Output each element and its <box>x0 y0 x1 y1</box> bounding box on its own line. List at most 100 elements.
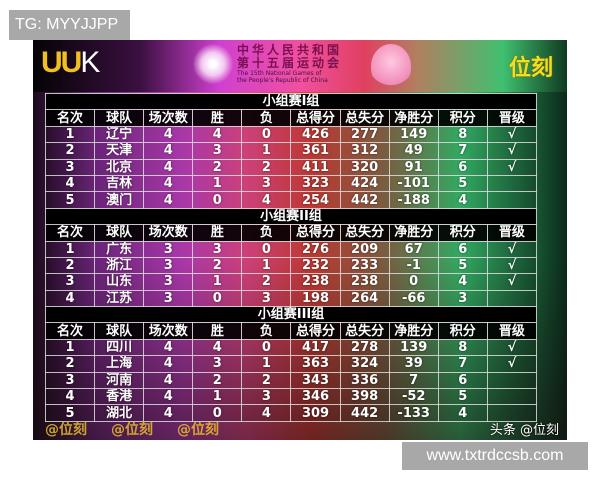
column-header: 积分 <box>437 109 488 127</box>
table-cell: -52 <box>388 388 439 406</box>
table-row: 1 四川 4 4 0 417 278 139 8 √ <box>44 338 538 357</box>
uuk-logo: UUK <box>41 46 100 79</box>
group-title-row: 小组赛II组 <box>45 207 537 226</box>
table-cell: -188 <box>388 191 439 209</box>
column-header: 球队 <box>94 224 145 242</box>
tg-watermark-label: TG: MYYJJPP <box>9 10 130 40</box>
column-header: 总得分 <box>290 109 341 127</box>
table-cell: 澳门 <box>94 191 145 209</box>
table-cell: -101 <box>388 174 439 193</box>
table-cell: 4 <box>437 273 488 291</box>
games-cn-line1: 中华人民共和国 <box>237 43 343 57</box>
table-cell <box>486 191 538 209</box>
table-cell: 辽宁 <box>94 125 145 144</box>
table-cell: 3 <box>143 256 194 275</box>
table-cell: 3 <box>241 289 292 308</box>
table-cell: 4 <box>241 191 292 209</box>
column-header: 胜 <box>192 224 243 242</box>
table-cell: 4 <box>143 125 194 144</box>
table-row: 4 香港 4 1 3 346 398 -52 5 <box>44 388 538 406</box>
column-header: 胜 <box>192 109 243 127</box>
column-header: 总失分 <box>339 224 390 242</box>
national-games-emblem-icon <box>193 44 233 88</box>
bottom-strip: @位刻 @位刻 @位刻 头条 @位刻 <box>45 422 559 439</box>
column-header: 胜 <box>192 322 243 340</box>
games-en-line1: The 15th National Games of <box>237 70 322 77</box>
games-en-line2: the People's Republic of China <box>237 77 328 84</box>
table-cell: 4 <box>44 174 96 193</box>
table-row: 3 北京 4 2 2 411 320 91 6 √ <box>44 158 538 176</box>
table-cell: 139 <box>388 338 439 357</box>
table-cell: √ <box>486 125 538 144</box>
table-cell: √ <box>486 142 538 160</box>
table-cell: 264 <box>339 289 390 308</box>
table-cell: 4 <box>143 388 194 406</box>
column-header: 名次 <box>44 322 96 340</box>
watermark: @位刻 <box>111 422 153 438</box>
table-row: 1 广东 3 3 0 276 209 67 6 √ <box>44 240 538 258</box>
table-cell: 6 <box>437 240 488 258</box>
table-cell: 2 <box>241 273 292 291</box>
group-title: 小组赛I组 <box>45 92 537 111</box>
header-row: 名次 球队 场次数胜负总得分 总失分 净胜分 积分 晋级 <box>44 109 538 127</box>
table-cell: 浙江 <box>94 256 145 275</box>
table-cell: 四川 <box>94 338 145 357</box>
table-cell: 324 <box>339 355 390 373</box>
column-header: 净胜分 <box>388 109 439 127</box>
table-cell: 238 <box>290 273 341 291</box>
table-cell: 1 <box>241 355 292 373</box>
column-header: 名次 <box>44 224 96 242</box>
table-cell: 1 <box>192 388 243 406</box>
table-cell: 8 <box>437 338 488 357</box>
table-cell: 0 <box>192 289 243 308</box>
table-cell: 4 <box>44 388 96 406</box>
table-cell: 361 <box>290 142 341 160</box>
table-cell: 广东 <box>94 240 145 258</box>
table-cell: 278 <box>339 338 390 357</box>
table-cell: 0 <box>192 191 243 209</box>
table-row: 5 澳门 4 0 4 254 442 -188 4 <box>44 191 538 209</box>
table-row: 3 河南 4 2 2 343 336 7 6 <box>44 371 538 390</box>
table-cell: 4 <box>437 404 488 422</box>
table-cell: 3 <box>44 273 96 291</box>
table-cell: 3 <box>44 158 96 176</box>
table-cell: 3 <box>192 355 243 373</box>
table-cell: 7 <box>388 371 439 390</box>
table-cell: -66 <box>388 289 439 308</box>
table-cell: 238 <box>339 273 390 291</box>
column-header: 总失分 <box>339 109 390 127</box>
mascot-icon <box>371 44 411 88</box>
table-row: 4 江苏 3 0 3 198 264 -66 3 <box>44 289 538 308</box>
table-cell: 4 <box>437 191 488 209</box>
table-cell: 0 <box>241 125 292 144</box>
table-cell: 江苏 <box>94 289 145 308</box>
table-cell: 湖北 <box>94 404 145 422</box>
table-cell: 4 <box>143 191 194 209</box>
table-cell: 2 <box>192 371 243 390</box>
table-cell: 2 <box>241 158 292 176</box>
table-cell: 2 <box>192 256 243 275</box>
table-cell: 5 <box>44 404 96 422</box>
table-cell: 442 <box>339 404 390 422</box>
table-cell: 398 <box>339 388 390 406</box>
table-cell: 4 <box>143 142 194 160</box>
table-cell: 67 <box>388 240 439 258</box>
table-cell: 2 <box>241 371 292 390</box>
table-cell: 0 <box>192 404 243 422</box>
table-cell: 5 <box>437 388 488 406</box>
table-cell: 4 <box>143 404 194 422</box>
table-cell: 5 <box>44 191 96 209</box>
table-cell: 320 <box>339 158 390 176</box>
table-row: 1 辽宁 4 4 0 426 277 149 8 √ <box>44 125 538 144</box>
table-cell: 6 <box>437 371 488 390</box>
table-cell: 276 <box>290 240 341 258</box>
table-cell: 0 <box>388 273 439 291</box>
column-header: 晋级 <box>486 109 538 127</box>
table-cell: 2 <box>192 158 243 176</box>
header-row: 名次 球队 场次数胜负总得分 总失分 净胜分 积分 晋级 <box>44 224 538 242</box>
table-cell: -133 <box>388 404 439 422</box>
table-cell: √ <box>486 240 538 258</box>
table-cell: 39 <box>388 355 439 373</box>
column-header: 场次数 <box>143 109 194 127</box>
table-cell: 2 <box>44 256 96 275</box>
